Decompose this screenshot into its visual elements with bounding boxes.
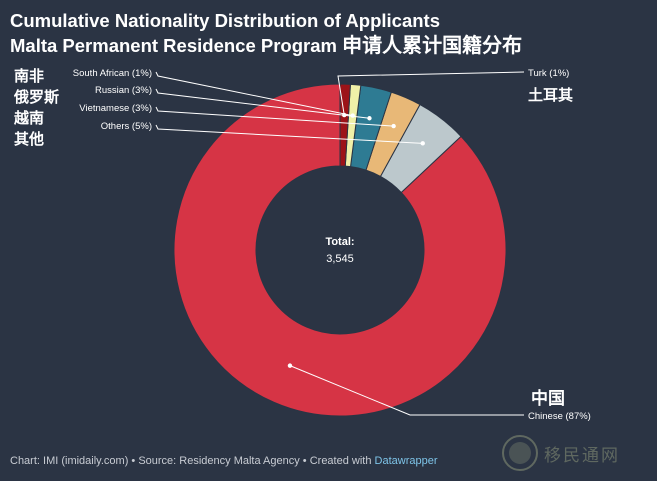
callout-dot-south-african (350, 113, 355, 118)
callout-line-turk (337, 71, 525, 116)
watermark: 移民通网 (500, 433, 650, 473)
chart-footer: Chart: IMI (imidaily.com) • Source: Resi… (10, 455, 438, 467)
callout-dot-others (420, 141, 425, 146)
center-total-label: Total: (325, 236, 354, 248)
callout-line-others (155, 124, 423, 144)
cn-label-others: 其他 (14, 131, 45, 148)
callout-dot-turk (342, 112, 347, 118)
center-total-value: 3,545 (326, 253, 354, 265)
cn-label-russia: 俄罗斯 (14, 89, 60, 106)
title-line-2: Malta Permanent Residence Program 申请人累计国… (10, 33, 522, 59)
chart-title: Cumulative Nationality Distribution of A… (10, 8, 522, 59)
callout-line-south-african (155, 71, 353, 117)
cn-label-stack: 南非 俄罗斯 越南 其他 (14, 66, 59, 150)
callout-line-vietnamese (155, 106, 394, 127)
callout-dot-russian (367, 116, 372, 121)
cn-label-turk: 土耳其 (528, 87, 574, 104)
title-line-1: Cumulative Nationality Distribution of A… (10, 10, 440, 31)
title-line-2-cn: 申请人累计国籍分布 (342, 35, 523, 57)
footer-credit: Chart: IMI (imidaily.com) • Source: Resi… (10, 455, 375, 467)
data-label-south-african: South African (1%) (73, 68, 152, 79)
data-label-turk: Turk (1%) (528, 68, 569, 79)
data-label-russian: Russian (3%) (95, 85, 152, 96)
slice-chinese[interactable] (173, 83, 507, 417)
cn-label-vietnam: 越南 (14, 110, 45, 127)
data-label-chinese: Chinese (87%) (528, 411, 591, 422)
cn-label-south-africa: 南非 (14, 68, 45, 85)
callout-dot-chinese (287, 363, 293, 368)
data-label-vietnamese: Vietnamese (3%) (79, 103, 152, 114)
watermark-text: 移民通网 (544, 446, 620, 465)
data-label-others: Others (5%) (101, 121, 152, 132)
datawrapper-link[interactable]: Datawrapper (374, 455, 438, 467)
callout-line-russian (155, 88, 370, 119)
callout-line-chinese (289, 365, 524, 416)
title-line-2-en: Malta Permanent Residence Program (10, 35, 337, 56)
watermark-logo-icon (502, 435, 538, 471)
cn-label-china: 中国 (531, 389, 565, 408)
callout-dot-vietnamese (391, 123, 396, 129)
